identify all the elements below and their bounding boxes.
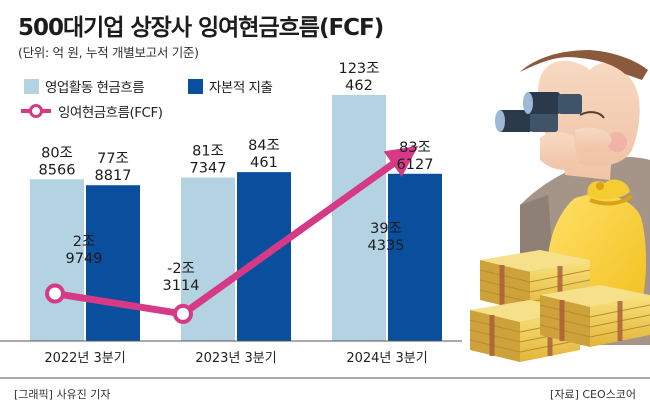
bar-capex-3 (388, 173, 442, 341)
data-label-operating-2: 81조 7347 (190, 144, 227, 177)
footer-credit: [그래픽] 사유진 기자 (14, 388, 111, 401)
bar-operating-1 (30, 179, 84, 341)
legend-label-capex: 자본적 지출 (209, 80, 273, 96)
legend-swatch-operating (24, 78, 39, 94)
x-tick-label-1: 2022년 3분기 (44, 351, 125, 366)
legend-item-fcf: 잉여현금흐름(FCF) (20, 101, 163, 121)
chart-subtitle: (단위: 억 원, 누적 개별보고서 기준) (18, 45, 199, 60)
bar-capex-1 (86, 185, 140, 341)
data-label-capex-1: 77조 8817 (95, 151, 132, 184)
legend-item-operating: 영업활동 현금흐름 (24, 76, 145, 96)
x-tick-label-3: 2024년 3분기 (346, 351, 427, 366)
legend-item-capex: 자본적 지출 (188, 76, 273, 96)
fcf-point-2 (173, 303, 193, 324)
data-label-fcf-3: 39조 4335 (368, 221, 405, 254)
data-label-capex-2: 84조 461 (248, 138, 280, 171)
legend-swatch-capex (188, 78, 203, 94)
fcf-point-1 (45, 283, 65, 304)
x-tick-label-2: 2023년 3분기 (195, 351, 276, 366)
legend-label-fcf: 잉여현금흐름(FCF) (58, 105, 163, 121)
cash-stacks-illustration (469, 250, 650, 362)
legend-label-operating: 영업활동 현금흐름 (45, 80, 145, 96)
footer-source: [자료] CEO스코어 (550, 388, 636, 401)
chart-title: 500대기업 상장사 잉여현금흐름(FCF) (18, 15, 384, 41)
bar-operating-3 (332, 94, 386, 342)
data-label-fcf-2: -2조 3114 (163, 261, 200, 294)
data-label-operating-1: 80조 8566 (39, 145, 76, 178)
data-label-operating-3: 123조 462 (338, 61, 379, 94)
legend-marker-fcf (21, 104, 51, 118)
data-label-fcf-1: 2조 9749 (66, 234, 103, 267)
data-label-capex-3: 83조 6127 (397, 140, 434, 173)
